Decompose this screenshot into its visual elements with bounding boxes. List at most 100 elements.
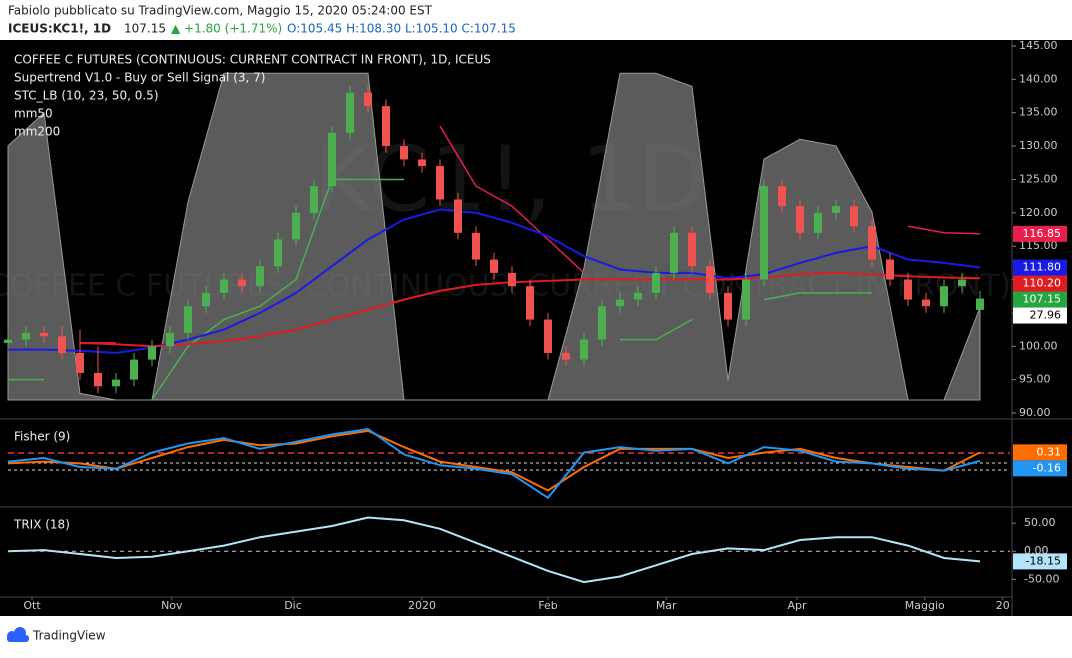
candle-body (472, 232, 480, 260)
candle-body (58, 336, 66, 353)
candle-body (166, 332, 174, 347)
stc-area (7, 72, 981, 401)
footer-brand: TradingView (32, 629, 106, 643)
candle-body (130, 359, 138, 380)
candle-body (148, 346, 156, 360)
candle-body (562, 352, 570, 360)
candle-body (778, 186, 786, 207)
candle-body (850, 206, 858, 227)
price-tag-label: 110.20 (1023, 277, 1062, 290)
y-tick-label: 50.00 (1024, 516, 1056, 529)
legend-entry: STC_LB (10, 23, 50, 0.5) (14, 89, 159, 103)
price-tag (1013, 275, 1067, 292)
candle-body (94, 372, 102, 387)
candle-body (544, 319, 552, 353)
candle-body (220, 279, 228, 293)
price-tag (1013, 291, 1067, 308)
candle-body (868, 226, 876, 260)
candle-body (202, 292, 210, 307)
candle-body (760, 186, 768, 280)
change: ▲ +1.80 (+1.71%) (171, 22, 282, 36)
price-tag (1013, 307, 1067, 324)
candle-body (382, 106, 390, 147)
candle-body (256, 266, 264, 287)
candle-body (454, 199, 462, 233)
indicator-line (7, 516, 981, 584)
x-tick-label: Maggio (905, 599, 945, 612)
y-tick-label: 115.00 (1019, 239, 1058, 252)
candle-body (526, 286, 534, 320)
candle-body (670, 232, 678, 273)
candle-body (76, 352, 84, 373)
candle-body (238, 279, 246, 287)
candle-body (508, 272, 516, 287)
candle-body (922, 299, 930, 307)
pane-title: TRIX (18) (13, 518, 70, 532)
candle-body (886, 259, 894, 280)
price-tag (1013, 460, 1067, 477)
y-tick-label: 100.00 (1019, 339, 1058, 352)
y-tick-label: 130.00 (1019, 139, 1058, 152)
x-tick-label: 2020 (408, 599, 436, 612)
candle-body (796, 206, 804, 233)
price-tag-label: 116.85 (1023, 227, 1062, 240)
candle-body (724, 292, 732, 320)
candle-body (652, 272, 660, 293)
candle-body (22, 332, 30, 340)
candle-body (364, 92, 372, 107)
author-line: Fabiolo pubblicato su TradingView.com, M… (8, 4, 433, 18)
pane (7, 516, 981, 584)
legend-entry: mm50 (14, 107, 53, 121)
candle-body (40, 332, 48, 337)
price-tag-label: 111.80 (1023, 261, 1062, 274)
candle-body (688, 232, 696, 267)
candle-body (274, 239, 282, 267)
candle-body (580, 339, 588, 360)
candle-body (184, 306, 192, 333)
legend-entry: mm200 (14, 125, 60, 139)
price-tag-label: 0.31 (1037, 445, 1062, 458)
price-tag-label: -0.16 (1033, 461, 1061, 474)
pane (7, 427, 981, 500)
x-tick-label: Apr (787, 599, 807, 612)
candle-body (4, 339, 12, 343)
supertrend-up (8, 178, 872, 401)
tradingview-logo (7, 627, 29, 642)
candle-body (112, 379, 120, 387)
candle-body (742, 279, 750, 320)
y-tick-label: 120.00 (1019, 206, 1058, 219)
candle-body (706, 266, 714, 293)
price-tag-label: 107.15 (1023, 293, 1062, 306)
price-tag-label: -18.15 (1026, 554, 1061, 567)
indicator-line (7, 429, 981, 492)
last-price: 107.15 (124, 22, 166, 36)
candle-body (490, 259, 498, 273)
y-tick-label: 145.00 (1019, 39, 1058, 52)
candle-body (976, 298, 984, 310)
chart-title: COFFEE C FUTURES (CONTINUOUS: CURRENT CO… (14, 53, 491, 67)
symbol: ICEUS:KC1!, 1D (8, 22, 111, 36)
candle-body (814, 212, 822, 233)
price-tag-label: 27.96 (1030, 309, 1062, 322)
y-tick-label: 135.00 (1019, 106, 1058, 119)
candle-body (634, 292, 642, 300)
x-tick-label: Mar (656, 599, 677, 612)
y-tick-label: -50.00 (1024, 572, 1059, 585)
candle-body (310, 186, 318, 213)
candle-body (598, 306, 606, 340)
price-tag (1013, 553, 1067, 570)
candle-body (292, 212, 300, 240)
y-tick-label: 125.00 (1019, 172, 1058, 185)
candle-body (904, 279, 912, 300)
y-tick-label: 140.00 (1019, 72, 1058, 85)
price-tag (1013, 225, 1067, 242)
candle-body (616, 299, 624, 307)
price-tag (1013, 259, 1067, 276)
candle-body (400, 146, 408, 160)
legend-entry: Supertrend V1.0 - Buy or Sell Signal (3,… (14, 71, 265, 85)
candle-body (436, 166, 444, 200)
x-tick-label: Feb (538, 599, 557, 612)
price-tag (1013, 444, 1067, 461)
